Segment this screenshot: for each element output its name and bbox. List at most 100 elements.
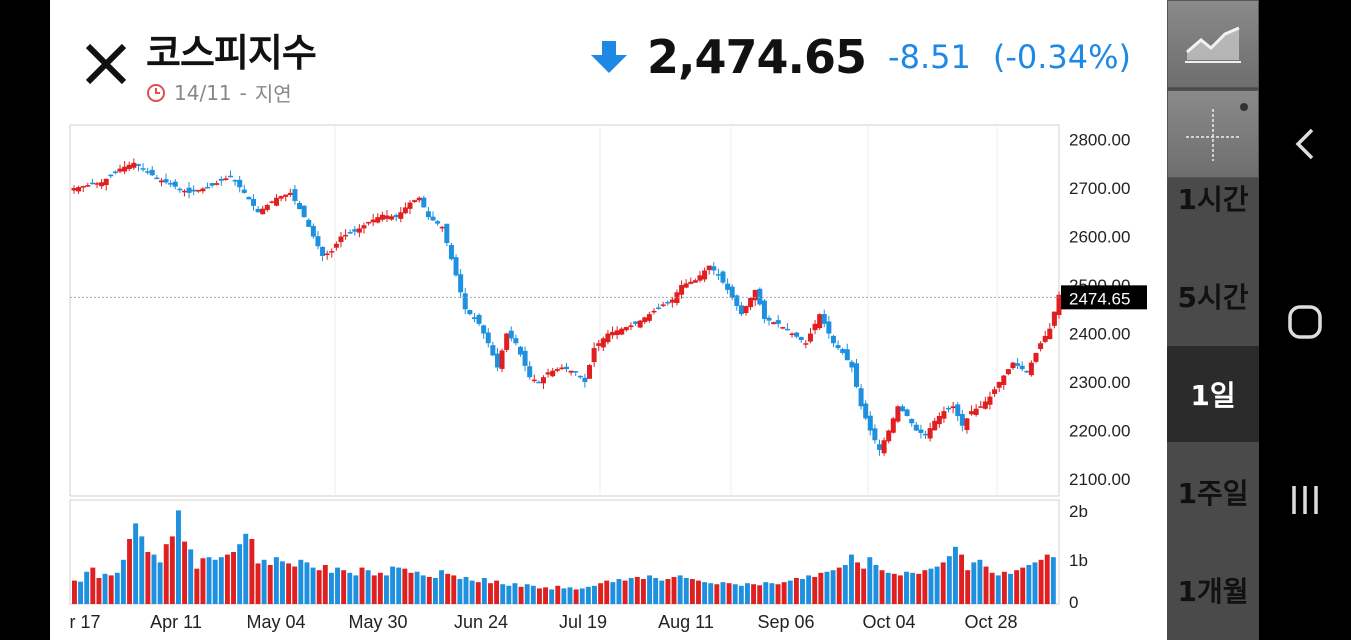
candle [1015, 363, 1021, 366]
candle [168, 183, 174, 185]
volume-bar [861, 568, 867, 604]
candle [904, 409, 910, 416]
candle [448, 244, 454, 260]
volume-bar [891, 573, 897, 604]
timeframe-1m[interactable]: 1개월 [1167, 542, 1259, 638]
candle [752, 289, 758, 301]
candle [517, 346, 523, 355]
date-axis-label: Apr 11 [150, 612, 202, 632]
volume-bar [139, 536, 145, 604]
candle [959, 414, 965, 426]
volume-bar [616, 579, 622, 604]
candle [835, 345, 841, 349]
candle [582, 377, 588, 383]
candle [315, 236, 321, 247]
candle [674, 292, 680, 304]
price-tick-label: 2200.00 [1069, 422, 1130, 441]
volume-bar [390, 566, 396, 604]
candle [260, 208, 266, 215]
candle [361, 225, 367, 229]
candle [669, 299, 675, 303]
candle [1047, 328, 1053, 340]
recents-button[interactable] [1259, 460, 1351, 540]
volume-bar [384, 575, 389, 604]
volume-bar [1038, 559, 1044, 604]
quote-date: 14/11 [174, 80, 232, 105]
volume-bar [237, 544, 243, 604]
volume-bar [310, 567, 316, 604]
volume-bar [665, 579, 671, 604]
candle [200, 188, 206, 192]
delay-label: 지연 [254, 82, 292, 106]
candle [522, 350, 528, 366]
candle [789, 333, 795, 336]
price-panel [69, 124, 1060, 497]
candle [734, 295, 740, 307]
volume-bar [78, 581, 84, 604]
volume-bar [598, 583, 604, 604]
candle [559, 367, 565, 369]
candle [274, 197, 280, 206]
recents-icon [1292, 486, 1318, 514]
back-button[interactable] [1259, 104, 1351, 184]
candle [297, 203, 303, 210]
volume-bar [365, 570, 371, 604]
candle [1024, 370, 1030, 373]
volume-bar [561, 588, 567, 604]
timeframe-1w[interactable]: 1주일 [1167, 444, 1259, 540]
volume-bar [445, 573, 451, 604]
volume-bar [261, 559, 267, 604]
candle [195, 189, 201, 192]
price-tick-label: 2400.00 [1069, 325, 1130, 344]
quote-status: 14/11 - 지연 [146, 78, 292, 107]
candle [554, 369, 560, 371]
volume-bar [249, 539, 255, 604]
candle [573, 371, 579, 373]
candlestick-chart[interactable]: 2800.002700.002600.002500.002400.002300.… [0, 0, 1167, 640]
date-axis-label: Aug 11 [658, 612, 714, 632]
candle [504, 333, 510, 350]
timeframe-1h[interactable]: 1시간 [1167, 178, 1259, 244]
candle [826, 321, 832, 334]
volume-bar [328, 572, 334, 604]
crosshair-button[interactable] [1167, 90, 1259, 178]
volume-bar [127, 539, 132, 604]
price-tick-label: 2100.00 [1069, 470, 1130, 489]
volume-bar [806, 575, 812, 604]
volume-bar [971, 562, 977, 604]
candle [112, 171, 118, 173]
price-tick-label: 2700.00 [1069, 179, 1130, 198]
volume-bar [977, 559, 983, 604]
last-price-tag-label: 2474.65 [1069, 289, 1130, 308]
candle [131, 162, 137, 168]
candle [287, 192, 293, 195]
volume-bar [96, 578, 102, 604]
chart-type-button[interactable] [1167, 0, 1259, 88]
close-icon[interactable] [82, 40, 130, 88]
page-title: 코스피지수 [146, 31, 317, 75]
candle [255, 208, 261, 213]
candle [1033, 352, 1039, 362]
timeframe-1d[interactable]: 1일 [1167, 346, 1259, 442]
candle [633, 321, 639, 324]
candle [844, 349, 850, 361]
candle [683, 283, 689, 288]
candle [421, 197, 427, 208]
candle [858, 388, 864, 407]
volume-bar [304, 562, 310, 604]
timeframe-5h[interactable]: 5시간 [1167, 248, 1259, 344]
volume-bar [812, 576, 818, 604]
volume-bar [769, 583, 775, 604]
candle [936, 415, 942, 425]
candle [900, 406, 906, 412]
volume-bar [451, 575, 457, 604]
candle [177, 188, 183, 191]
price-block: 2,474.65 -8.51 (-0.34%) [589, 30, 1131, 84]
candle [973, 408, 979, 415]
volume-bar [965, 570, 971, 604]
volume-bar [243, 533, 249, 604]
candle [269, 201, 275, 203]
volume-bar [200, 558, 206, 604]
home-button[interactable] [1259, 282, 1351, 362]
candle [467, 310, 473, 315]
